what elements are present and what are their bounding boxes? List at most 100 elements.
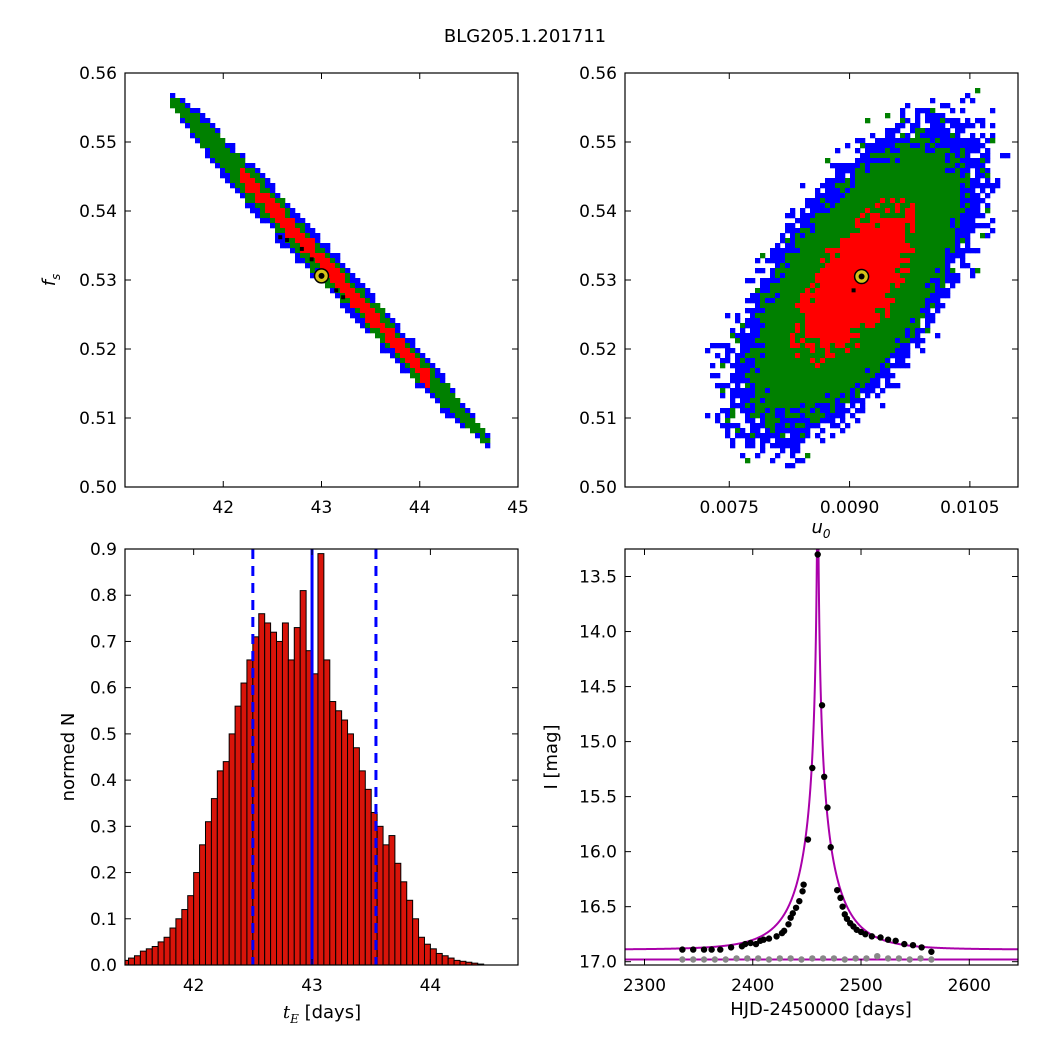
heatmap-cell	[805, 253, 811, 259]
heatmap-cell	[775, 273, 781, 279]
heatmap-cell	[925, 128, 931, 134]
residual-point	[690, 956, 697, 963]
heatmap-cell	[810, 283, 816, 289]
x-tick-label: 43	[311, 498, 333, 518]
residual-point	[917, 955, 924, 962]
heatmap-cell	[835, 148, 841, 154]
heatmap-cell	[790, 418, 796, 424]
heatmap-cell	[900, 343, 906, 349]
heatmap-cell	[785, 213, 791, 219]
data-point	[752, 940, 760, 948]
heatmap-cell	[885, 208, 891, 214]
heatmap-cell	[960, 263, 966, 269]
heatmap-cell	[745, 418, 751, 424]
heatmap-cell	[750, 368, 756, 374]
heatmap-cell	[960, 173, 966, 179]
y-tick-label: 0.8	[90, 586, 117, 606]
heatmap-cell	[365, 323, 371, 329]
histogram-bars	[124, 553, 485, 966]
heatmap-cell	[865, 188, 871, 194]
heatmap-cell	[870, 338, 876, 344]
heatmap-cell	[825, 373, 831, 379]
heatmap-cell	[765, 328, 771, 334]
heatmap-cell	[940, 288, 946, 294]
heatmap-cell	[270, 198, 276, 204]
heatmap-cell	[220, 168, 226, 174]
heatmap-cell	[365, 303, 371, 309]
heatmap-cell	[840, 398, 846, 404]
heatmap-cell	[250, 208, 256, 214]
heatmap-cell	[785, 393, 791, 399]
heatmap-cell	[840, 233, 846, 239]
histogram-bar	[388, 835, 396, 966]
heatmap-cell	[755, 378, 761, 384]
heatmap-cell	[920, 268, 926, 274]
heatmap-cell	[735, 433, 741, 439]
heatmap-cell	[300, 258, 306, 264]
heatmap-cell	[950, 228, 956, 234]
heatmap-cell	[775, 328, 781, 334]
heatmap-cell	[730, 378, 736, 384]
heatmap-cell	[750, 428, 756, 434]
heatmap-cell	[870, 333, 876, 339]
heatmap-cell	[475, 428, 481, 434]
heatmap-cell	[930, 128, 936, 134]
heatmap-cell	[980, 163, 986, 169]
heatmap-cell	[430, 383, 436, 389]
heatmap-cell	[840, 228, 846, 234]
heatmap-cell	[845, 168, 851, 174]
heatmap-cell	[865, 288, 871, 294]
heatmap-cell	[845, 268, 851, 274]
heatmap-cell	[860, 258, 866, 264]
heatmap-cell	[900, 328, 906, 334]
heatmap-cell	[800, 223, 806, 229]
y-tick-label: 0.55	[79, 133, 117, 153]
heatmap-cell	[765, 293, 771, 299]
heatmap-cell	[195, 108, 201, 114]
histogram-bar	[423, 943, 431, 966]
heatmap-cell	[830, 388, 836, 394]
heatmap-cell	[860, 218, 866, 224]
heatmap-cell	[815, 243, 821, 249]
heatmap-cell	[170, 103, 176, 109]
heatmap-cell	[965, 143, 971, 149]
heatmap-cell	[770, 423, 776, 429]
heatmap-cell	[335, 253, 341, 259]
heatmap-cell	[820, 393, 826, 399]
heatmap-cell	[895, 283, 901, 289]
heatmap-cell	[855, 263, 861, 269]
heatmap-cell	[905, 313, 911, 319]
heatmap-cell	[785, 428, 791, 434]
heatmap-cell	[785, 313, 791, 319]
heatmap-cell	[945, 118, 951, 124]
heatmap-cell	[870, 313, 876, 319]
heatmap-cell	[915, 228, 921, 234]
heatmap-cell	[850, 228, 856, 234]
heatmap-cell	[870, 353, 876, 359]
heatmap-cell	[860, 163, 866, 169]
heatmap-cell	[905, 173, 911, 179]
heatmap-cell	[855, 418, 861, 424]
heatmap-cell	[805, 303, 811, 309]
heatmap-cell	[820, 388, 826, 394]
heatmap-cell	[880, 238, 886, 244]
data-point	[785, 921, 792, 928]
y-tick-label: 0.56	[579, 64, 617, 84]
heatmap-cell	[785, 288, 791, 294]
heatmap-cell	[365, 288, 371, 294]
heatmap-cell	[780, 258, 786, 264]
residual-point	[841, 956, 848, 963]
heatmap-cell	[410, 373, 416, 379]
heatmap-cell	[880, 193, 886, 199]
heatmap-cell	[880, 303, 886, 309]
heatmap-cell	[850, 378, 856, 384]
heatmap-cell	[370, 313, 376, 319]
heatmap-cell	[410, 368, 416, 374]
heatmap-cell	[865, 323, 871, 329]
heatmap-cell	[835, 293, 841, 299]
heatmap-cell	[220, 158, 226, 164]
heatmap-cell	[770, 383, 776, 389]
heatmap-cell	[755, 403, 761, 409]
heatmap-cell	[880, 183, 886, 189]
heatmap-cell	[790, 298, 796, 304]
